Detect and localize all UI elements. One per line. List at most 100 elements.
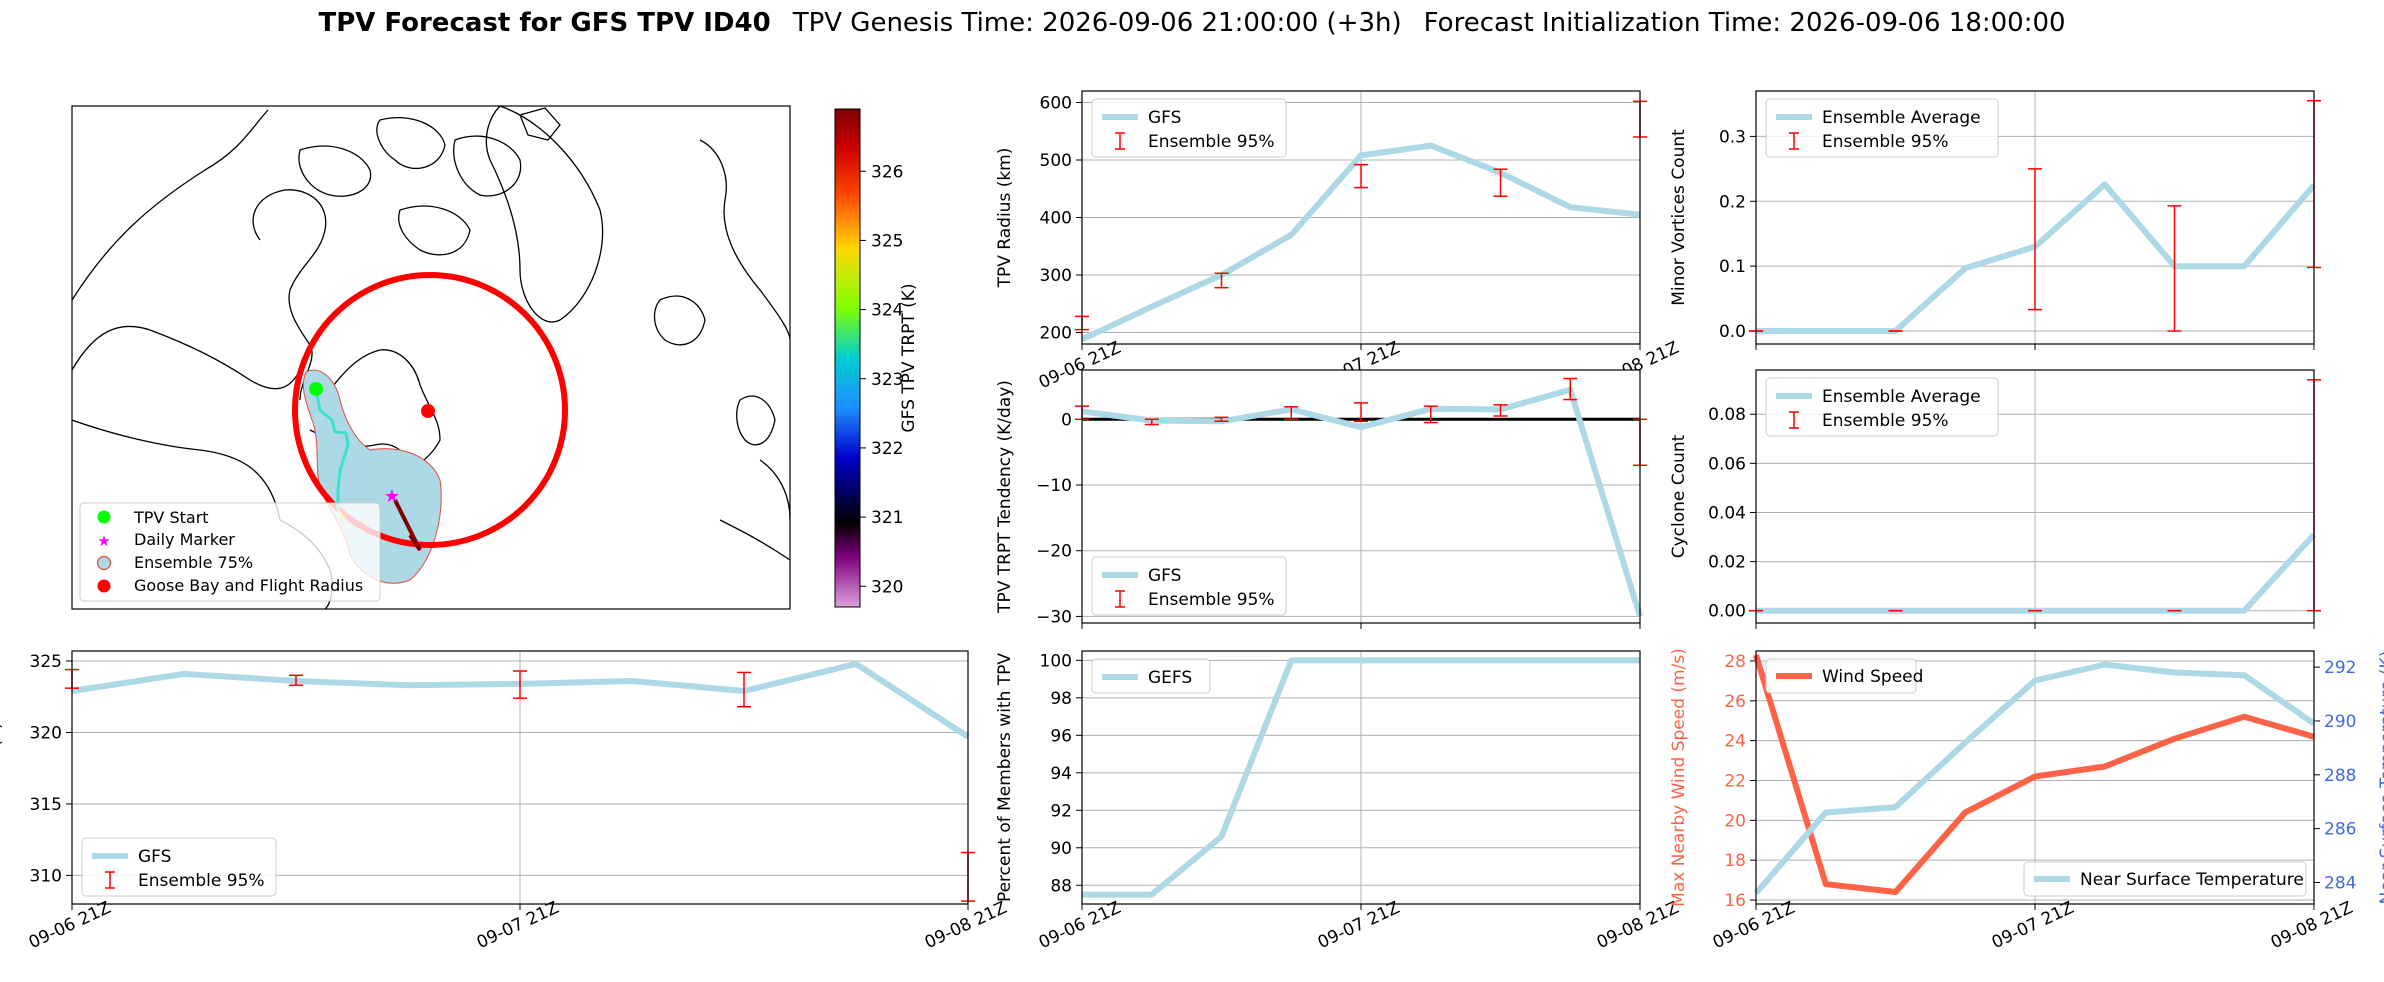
y-right-tick-label: 288 xyxy=(2324,766,2356,786)
legend: GFS Ensemble 95% xyxy=(1091,556,1287,616)
y-tick-label: 0.2 xyxy=(1719,192,1746,212)
y-tick-label: 400 xyxy=(1040,209,1072,229)
panel-minor: 0.0 0.1 0.2 0.3 Minor Vortices Count Ensemble… xyxy=(1669,90,2321,350)
map-legend: TPV Start ★ Daily Marker Ensemble 75% Go… xyxy=(79,502,381,602)
x-tick-label: 09-07 21Z xyxy=(474,898,562,953)
tpv-start-marker xyxy=(309,382,323,396)
y-right-tick-label: 284 xyxy=(2324,873,2356,893)
coast-arctic-west xyxy=(72,109,269,301)
x-tick-label: 09-07 21Z xyxy=(1315,898,1403,953)
plot-frame xyxy=(1081,369,1641,624)
y-tick-label: −20 xyxy=(1036,542,1072,562)
map-panel: ★ TPV Start ★ Daily Marker Ensemble 75% … xyxy=(71,105,919,610)
legend: GFS Ensemble 95% xyxy=(81,837,277,897)
legend: GEFS xyxy=(1091,658,1211,694)
y-tick-label: 0.04 xyxy=(1708,503,1746,523)
error-bar xyxy=(289,674,303,687)
x-tick-label: 09-06 21Z xyxy=(1036,898,1124,953)
y-tick-label: 300 xyxy=(1040,266,1072,286)
y-tick-label: 200 xyxy=(1040,324,1072,344)
iceland xyxy=(653,295,706,346)
panel-tendency: −30 −20 −10 0 TPV TRPT Tendency (K/day) GFS En… xyxy=(995,369,1647,629)
map-legend-goosebay: Goose Bay and Flight Radius xyxy=(134,576,363,595)
title-init: Forecast Initialization Time: 2026-09-06… xyxy=(1424,8,2066,38)
legend-label: Ensemble Average xyxy=(1822,387,1981,407)
border-us-canada xyxy=(72,419,281,521)
y-tick-label: 500 xyxy=(1040,151,1072,171)
panel-percent: 88 90 92 94 96 98 100 Percent of Members with T… xyxy=(995,650,1682,953)
x-tick-label: 09-06 21Z xyxy=(1710,898,1798,953)
plot-frame xyxy=(1081,90,1641,345)
coast-scandinavia xyxy=(699,139,790,341)
panel-cyclone: 0.00 0.02 0.04 0.06 0.08 Cyclone Count Ensembl… xyxy=(1669,369,2321,629)
colorbar-tick-label: 322 xyxy=(871,439,903,459)
y-tick-label: 0.3 xyxy=(1719,127,1746,147)
baffin-island xyxy=(398,205,471,256)
legend-box xyxy=(1091,98,1287,158)
ensemble-75-area xyxy=(302,369,442,584)
legend-box xyxy=(1765,98,1999,158)
flight-radius-circle xyxy=(292,272,568,548)
error-bar xyxy=(513,670,527,699)
error-bar xyxy=(1214,416,1229,423)
colorbar-tick-label: 320 xyxy=(871,577,903,597)
map-legend-ensemble: Ensemble 75% xyxy=(134,553,253,572)
y-axis-label: TPV Radius (km) xyxy=(995,148,1015,289)
error-bar xyxy=(1493,168,1508,197)
y-tick-label: 100 xyxy=(1040,651,1072,671)
colorbar-tick-label: 326 xyxy=(871,162,903,182)
y-tick-label: 22 xyxy=(1724,771,1746,791)
legend-label: Ensemble 95% xyxy=(1822,411,1949,431)
uk xyxy=(736,395,776,446)
error-bar xyxy=(1423,405,1438,424)
y-tick-label: 20 xyxy=(1724,811,1746,831)
legend-label: GFS xyxy=(1148,108,1181,128)
y-tick-label: 90 xyxy=(1050,839,1072,859)
map-legend-box xyxy=(79,502,381,602)
legend-box xyxy=(1091,658,1211,694)
tpv-track-early xyxy=(314,389,350,510)
y-tick-label: 24 xyxy=(1724,732,1746,752)
legend-goosebay-icon xyxy=(97,579,111,593)
y-tick-label: 88 xyxy=(1050,876,1072,896)
error-bar xyxy=(1563,377,1578,401)
legend-label: Wind Speed xyxy=(1822,667,1923,687)
y-axis-label: Cyclone Count xyxy=(1669,434,1689,558)
legend-label: GEFS xyxy=(1148,668,1192,688)
colorbar-tick-label: 324 xyxy=(871,301,903,321)
y-tick-label: 18 xyxy=(1724,851,1746,871)
plot-frame xyxy=(1755,90,2315,345)
legend-box xyxy=(1765,658,1917,694)
colorbar-tick-label: 325 xyxy=(871,231,903,251)
y-tick-label: 28 xyxy=(1724,652,1746,672)
plot-frame xyxy=(1081,650,1641,905)
legend: Wind Speed xyxy=(1765,658,1923,694)
legend-label: GFS xyxy=(138,847,171,867)
y-tick-label: 325 xyxy=(30,652,62,672)
y-axis-label: TPV TRPT (K) xyxy=(0,722,5,833)
charts: 200 300 400 500 600 TPV Radius (km) 09-06 21Z 0… xyxy=(0,90,2384,953)
y-right-axis-label: Near Surface Temperature (K) xyxy=(2377,651,2384,905)
plot-frame xyxy=(1755,650,2315,905)
x-tick-label: 09-08 21Z xyxy=(922,898,1010,953)
error-bar xyxy=(1284,406,1299,421)
goose-bay-marker xyxy=(421,404,435,418)
colorbar xyxy=(834,108,861,608)
legend: Near Surface Temperature xyxy=(2023,861,2307,897)
legend-box xyxy=(2023,861,2307,897)
y-tick-label: 0.02 xyxy=(1708,553,1746,573)
error-bar xyxy=(1354,402,1368,423)
colorbar-tick-label: 323 xyxy=(871,370,903,390)
legend-label: Ensemble 95% xyxy=(138,871,265,891)
y-axis-label: TPV TRPT Tendency (K/day) xyxy=(995,380,1015,614)
y-tick-label: 0.06 xyxy=(1708,454,1746,474)
y-right-tick-label: 290 xyxy=(2324,712,2356,732)
y-tick-label: 600 xyxy=(1040,94,1072,114)
y-right-tick-label: 286 xyxy=(2324,820,2356,840)
legend-start-icon xyxy=(97,510,111,524)
daily-marker-icon: ★ xyxy=(384,486,400,507)
y-tick-label: 96 xyxy=(1050,726,1072,746)
y-right-tick-label: 292 xyxy=(2324,658,2356,678)
error-bar xyxy=(1354,163,1368,189)
legend: Ensemble Average Ensemble 95% xyxy=(1765,98,1999,158)
